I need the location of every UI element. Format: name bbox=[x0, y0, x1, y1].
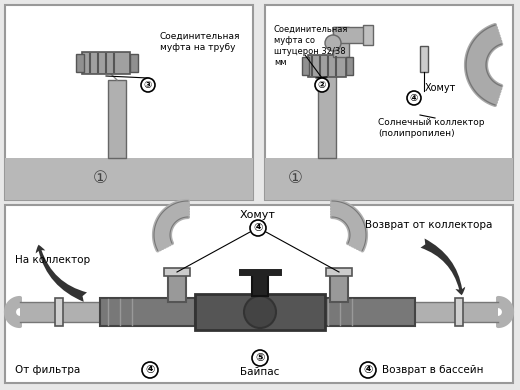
Text: Хомут: Хомут bbox=[240, 210, 276, 220]
Text: ④: ④ bbox=[145, 365, 154, 375]
Text: ④: ④ bbox=[253, 223, 263, 233]
Bar bbox=[420, 46, 428, 72]
Bar bbox=[130, 54, 138, 72]
Text: ③: ③ bbox=[144, 80, 152, 90]
Text: Байпас: Байпас bbox=[240, 367, 280, 377]
Bar bbox=[302, 57, 309, 75]
Bar bbox=[164, 268, 190, 276]
Bar bbox=[455, 298, 463, 326]
Bar bbox=[363, 25, 373, 45]
Bar bbox=[326, 268, 352, 276]
Circle shape bbox=[250, 220, 266, 236]
Text: Хомут: Хомут bbox=[425, 83, 457, 93]
Text: ①: ① bbox=[288, 169, 303, 187]
Text: ④: ④ bbox=[363, 365, 373, 375]
Bar bbox=[5, 5, 253, 200]
Text: Возврат от коллектора: Возврат от коллектора bbox=[365, 220, 492, 230]
Bar bbox=[265, 158, 513, 200]
Text: Возврат в бассейн: Возврат в бассейн bbox=[382, 365, 484, 375]
Bar bbox=[308, 55, 346, 77]
Bar bbox=[320, 298, 415, 326]
Bar bbox=[108, 80, 126, 158]
Text: На коллектор: На коллектор bbox=[15, 255, 90, 265]
Text: ⑤: ⑤ bbox=[255, 353, 265, 363]
Circle shape bbox=[142, 362, 158, 378]
Bar bbox=[318, 70, 336, 158]
Text: ④: ④ bbox=[410, 93, 418, 103]
Text: От фильтра: От фильтра bbox=[15, 365, 80, 375]
Circle shape bbox=[315, 78, 329, 92]
Circle shape bbox=[360, 362, 376, 378]
Bar bbox=[100, 298, 195, 326]
Bar bbox=[333, 27, 349, 57]
Bar bbox=[82, 52, 130, 74]
Text: Солнечный коллектор
(полипропилен): Солнечный коллектор (полипропилен) bbox=[378, 118, 485, 138]
Bar bbox=[5, 158, 253, 200]
Bar bbox=[330, 270, 348, 302]
Circle shape bbox=[141, 78, 155, 92]
Bar bbox=[168, 270, 186, 302]
Circle shape bbox=[252, 350, 268, 366]
Circle shape bbox=[407, 91, 421, 105]
Text: ②: ② bbox=[318, 80, 326, 90]
Circle shape bbox=[325, 35, 341, 51]
Bar bbox=[265, 5, 513, 200]
Text: ①: ① bbox=[93, 169, 108, 187]
Bar bbox=[76, 54, 84, 72]
Bar bbox=[5, 205, 513, 383]
Circle shape bbox=[244, 296, 276, 328]
Bar bbox=[195, 294, 325, 330]
Bar bbox=[252, 272, 268, 296]
Bar bbox=[55, 298, 63, 326]
Bar bbox=[333, 27, 368, 43]
Text: Соединительная
муфта со
штуцерон 32/38
мм: Соединительная муфта со штуцерон 32/38 м… bbox=[274, 25, 348, 67]
Bar bbox=[346, 57, 353, 75]
Text: Соединительная
муфта на трубу: Соединительная муфта на трубу bbox=[160, 32, 240, 52]
Bar bbox=[20, 302, 498, 322]
